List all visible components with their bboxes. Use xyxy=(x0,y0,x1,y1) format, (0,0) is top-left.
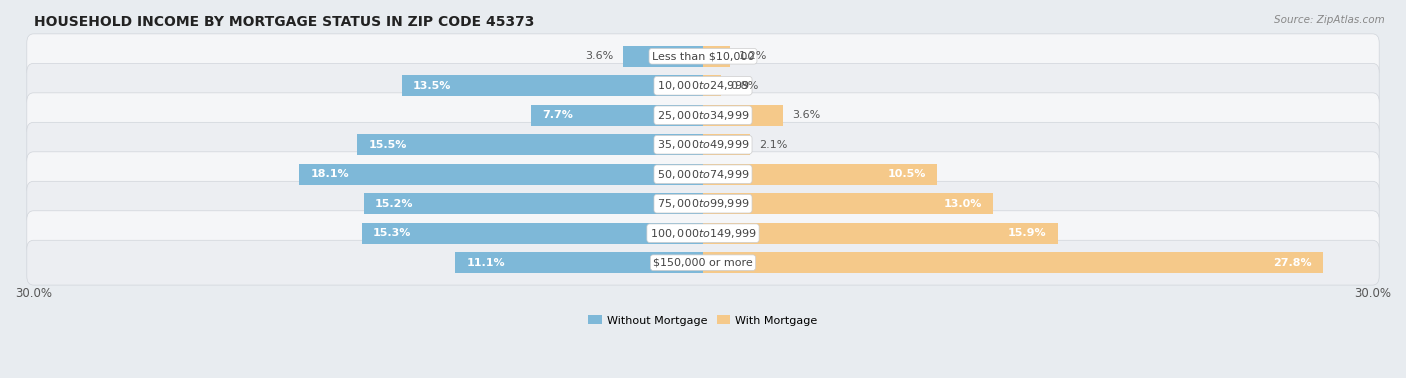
Text: Source: ZipAtlas.com: Source: ZipAtlas.com xyxy=(1274,15,1385,25)
Legend: Without Mortgage, With Mortgage: Without Mortgage, With Mortgage xyxy=(583,311,823,330)
Bar xyxy=(299,164,703,185)
Bar xyxy=(703,46,730,67)
Text: 0.8%: 0.8% xyxy=(730,81,758,91)
FancyBboxPatch shape xyxy=(27,181,1379,226)
Text: $150,000 or more: $150,000 or more xyxy=(654,258,752,268)
Text: $10,000 to $24,999: $10,000 to $24,999 xyxy=(657,79,749,92)
Bar xyxy=(623,46,703,67)
Text: HOUSEHOLD INCOME BY MORTGAGE STATUS IN ZIP CODE 45373: HOUSEHOLD INCOME BY MORTGAGE STATUS IN Z… xyxy=(34,15,534,29)
Text: 15.5%: 15.5% xyxy=(368,140,406,150)
Text: 10.5%: 10.5% xyxy=(887,169,927,179)
Text: 3.6%: 3.6% xyxy=(792,110,821,120)
Text: Less than $10,000: Less than $10,000 xyxy=(652,51,754,61)
Bar xyxy=(531,105,703,126)
Text: $25,000 to $34,999: $25,000 to $34,999 xyxy=(657,109,749,122)
Bar xyxy=(703,134,749,155)
Text: 3.6%: 3.6% xyxy=(585,51,614,61)
Text: 13.0%: 13.0% xyxy=(943,199,981,209)
Text: $35,000 to $49,999: $35,000 to $49,999 xyxy=(657,138,749,151)
Bar xyxy=(703,252,1323,273)
FancyBboxPatch shape xyxy=(27,240,1379,285)
Text: 1.2%: 1.2% xyxy=(738,51,768,61)
Bar xyxy=(703,75,721,96)
FancyBboxPatch shape xyxy=(27,93,1379,138)
Bar xyxy=(402,75,703,96)
Bar xyxy=(703,164,938,185)
Bar xyxy=(703,105,783,126)
FancyBboxPatch shape xyxy=(27,34,1379,79)
FancyBboxPatch shape xyxy=(27,211,1379,256)
Text: 13.5%: 13.5% xyxy=(413,81,451,91)
Text: $100,000 to $149,999: $100,000 to $149,999 xyxy=(650,227,756,240)
Text: $50,000 to $74,999: $50,000 to $74,999 xyxy=(657,168,749,181)
Text: 27.8%: 27.8% xyxy=(1274,258,1312,268)
Bar xyxy=(703,223,1057,244)
Text: $75,000 to $99,999: $75,000 to $99,999 xyxy=(657,197,749,210)
Bar xyxy=(703,193,993,214)
Text: 7.7%: 7.7% xyxy=(543,110,574,120)
FancyBboxPatch shape xyxy=(27,152,1379,197)
Text: 18.1%: 18.1% xyxy=(311,169,349,179)
Text: 11.1%: 11.1% xyxy=(467,258,505,268)
Bar xyxy=(364,193,703,214)
Text: 15.3%: 15.3% xyxy=(373,228,411,238)
FancyBboxPatch shape xyxy=(27,122,1379,167)
Bar xyxy=(361,223,703,244)
Text: 15.9%: 15.9% xyxy=(1008,228,1046,238)
Bar xyxy=(357,134,703,155)
Text: 15.2%: 15.2% xyxy=(375,199,413,209)
Bar xyxy=(456,252,703,273)
Text: 2.1%: 2.1% xyxy=(759,140,787,150)
FancyBboxPatch shape xyxy=(27,64,1379,108)
